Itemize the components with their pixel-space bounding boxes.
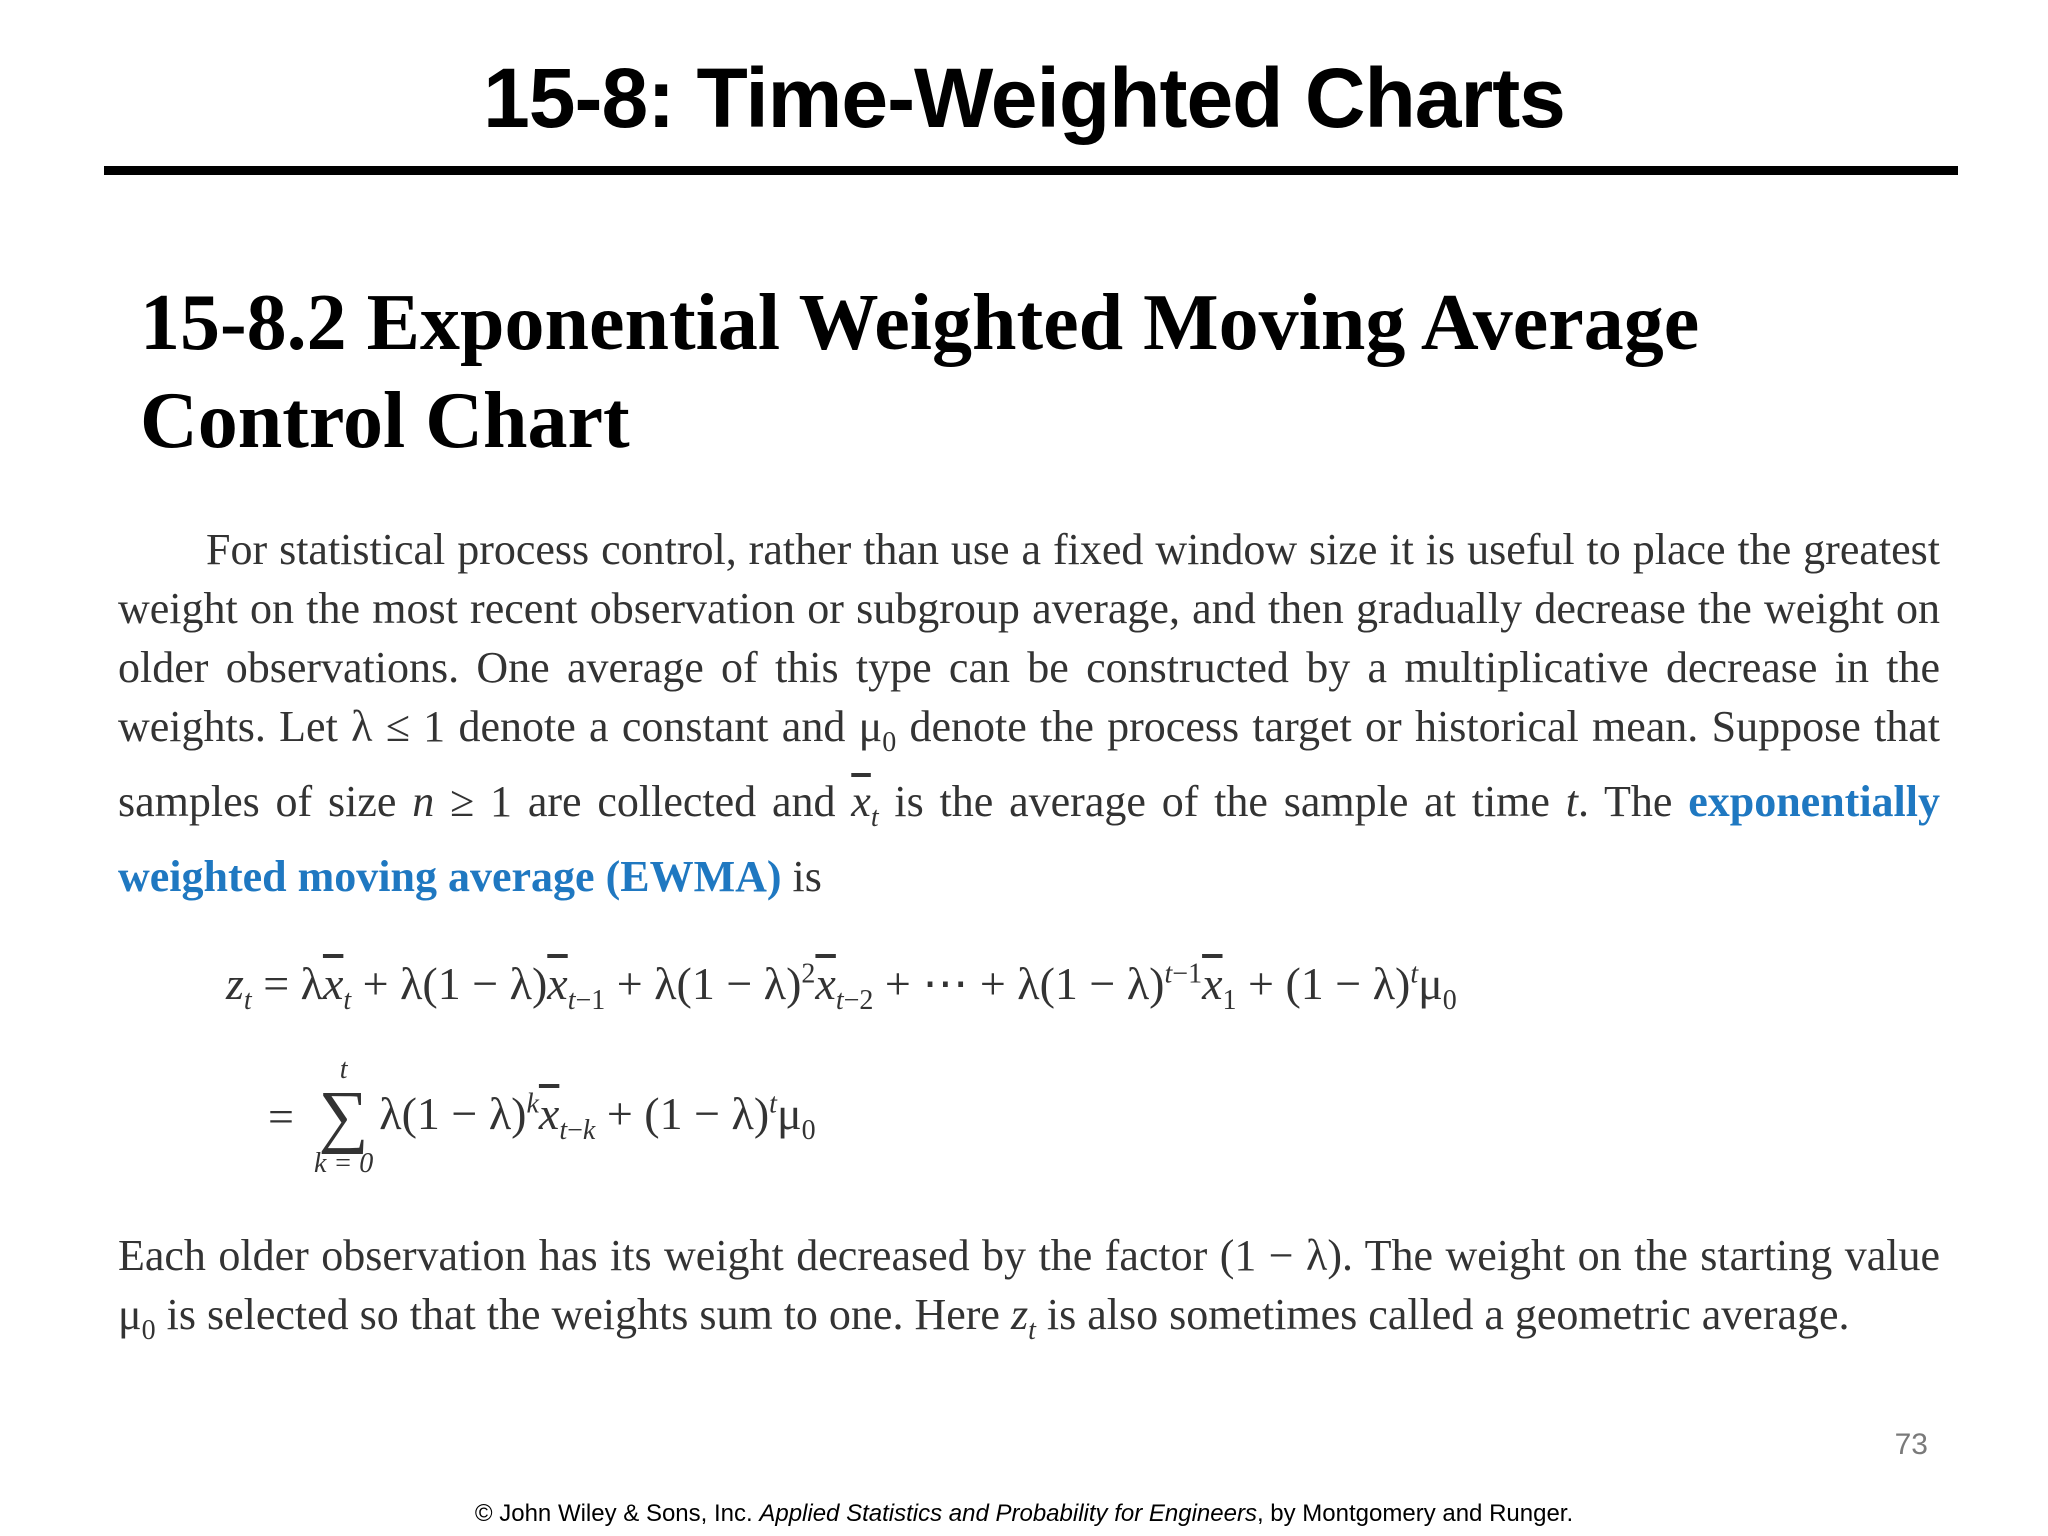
section-heading-line1: 15-8.2 Exponential Weighted Moving Avera… [140, 279, 1700, 367]
section-heading: 15-8.2 Exponential Weighted Moving Avera… [140, 274, 1940, 470]
slide-title: 15-8: Time-Weighted Charts [483, 51, 1566, 145]
ewma-equation-expanded: zt = λxt + λ(1 − λ)xt−1 + λ(1 − λ)2xt−2 … [226, 957, 1457, 1016]
copyright-footer: © John Wiley & Sons, Inc. Applied Statis… [474, 1500, 1574, 1527]
title-divider [104, 166, 1958, 175]
page-number: 73 [1894, 1428, 1928, 1461]
ewma-equation-summation: = t ∑ k = 0 λ(1 − λ)kxt−k + (1 − λ)tμ0 [268, 1053, 816, 1179]
sum-operator: t ∑ k = 0 [313, 1053, 374, 1179]
ewma-equation: zt = λxt + λ(1 − λ)xt−1 + λ(1 − λ)2xt−2 … [118, 956, 1940, 1196]
explanation-paragraph: Each older observation has its weight de… [118, 1230, 1940, 1346]
textbook-excerpt: For statistical process control, rather … [118, 520, 1940, 1359]
intro-paragraph: For statistical process control, rather … [118, 525, 1940, 901]
section-heading-line2: Control Chart [140, 377, 630, 465]
ewma-term: exponentially weighted moving average (E… [118, 776, 1940, 901]
